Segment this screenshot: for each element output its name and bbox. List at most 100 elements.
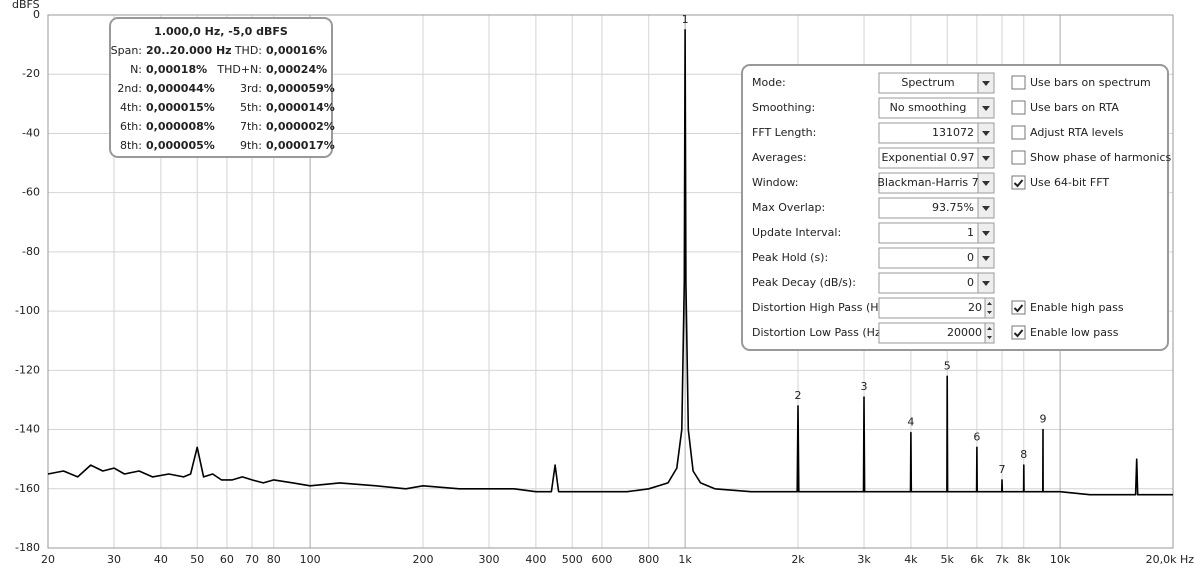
x-tick-label: 50 bbox=[190, 553, 204, 566]
x-tick-label: 8k bbox=[1017, 553, 1031, 566]
field-dropdown[interactable]: 0 bbox=[878, 247, 995, 269]
x-tick-label: 80 bbox=[267, 553, 281, 566]
spinner-button bbox=[984, 322, 995, 344]
field-dropdown[interactable]: Exponential 0.97 bbox=[878, 147, 995, 169]
y-tick-label: -180 bbox=[15, 541, 40, 554]
info-value: 0,000014% bbox=[266, 101, 335, 114]
x-tick-label: 3k bbox=[857, 553, 871, 566]
y-tick-label: -60 bbox=[22, 186, 40, 199]
info-value: 0,000017% bbox=[266, 139, 335, 152]
field-label: Smoothing: bbox=[752, 101, 815, 114]
field-spinner[interactable]: 20000 bbox=[878, 322, 995, 344]
spinner-arrows bbox=[987, 327, 992, 339]
x-tick-label: 800 bbox=[638, 553, 659, 566]
field-dropdown[interactable]: 93.75% bbox=[878, 197, 995, 219]
x-tick-label: 40 bbox=[154, 553, 168, 566]
y-axis-label: dBFS bbox=[12, 0, 40, 11]
field-value: 0 bbox=[967, 276, 974, 289]
info-title: 1.000,0 Hz, -5,0 dBFS bbox=[154, 25, 288, 38]
field-dropdown[interactable]: 1 bbox=[878, 222, 995, 244]
field-dropdown[interactable]: 131072 bbox=[878, 122, 995, 144]
harmonic-label: 8 bbox=[1020, 448, 1027, 461]
field-value: 131072 bbox=[932, 126, 974, 139]
field-label: Max Overlap: bbox=[752, 201, 825, 214]
info-box bbox=[109, 17, 333, 158]
checkbox[interactable]: Use bars on RTA bbox=[1011, 100, 1119, 115]
checkbox-box bbox=[1011, 175, 1026, 190]
harmonic-label: 3 bbox=[861, 380, 868, 393]
spinner-arrows bbox=[987, 302, 992, 314]
field-label: Update Interval: bbox=[752, 226, 841, 239]
dropdown-arrow bbox=[982, 181, 990, 186]
check-mark bbox=[1013, 304, 1024, 313]
info-key: Span: bbox=[111, 44, 142, 57]
checkbox-box bbox=[1011, 300, 1026, 315]
y-tick-label: -80 bbox=[22, 245, 40, 258]
x-tick-label: 1k bbox=[678, 553, 692, 566]
checkbox[interactable]: Enable high pass bbox=[1011, 300, 1124, 315]
info-key: 7th: bbox=[240, 120, 262, 133]
checkbox[interactable]: Adjust RTA levels bbox=[1011, 125, 1124, 140]
x-tick-label: 6k bbox=[970, 553, 984, 566]
checkbox[interactable]: Use 64-bit FFT bbox=[1011, 175, 1109, 190]
checkbox-label: Adjust RTA levels bbox=[1030, 126, 1124, 139]
info-value: 0,000015% bbox=[146, 101, 215, 114]
y-tick-label: -160 bbox=[15, 482, 40, 495]
field-dropdown[interactable]: Blackman-Harris 7 bbox=[877, 172, 995, 194]
checkbox-box bbox=[1011, 150, 1026, 165]
field-dropdown[interactable]: No smoothing bbox=[878, 97, 995, 119]
spinner-button bbox=[984, 297, 995, 319]
field-box bbox=[878, 247, 995, 269]
field-value: Blackman-Harris 7 bbox=[877, 176, 978, 189]
x-tick-label: 70 bbox=[245, 553, 259, 566]
dropdown-arrow bbox=[982, 106, 990, 111]
field-label: Peak Decay (dB/s): bbox=[752, 276, 856, 289]
dropdown-arrow bbox=[982, 81, 990, 86]
info-key: N: bbox=[130, 63, 142, 76]
harmonic-label: 4 bbox=[907, 416, 914, 429]
info-value: 0,00016% bbox=[266, 44, 327, 57]
x-tick-label: 4k bbox=[904, 553, 918, 566]
field-label: Window: bbox=[752, 176, 798, 189]
x-tick-label: 30 bbox=[107, 553, 121, 566]
checkbox[interactable]: Enable low pass bbox=[1011, 325, 1119, 340]
checkbox-label: Enable high pass bbox=[1030, 301, 1124, 314]
info-key: 2nd: bbox=[117, 82, 142, 95]
checkbox-box bbox=[1011, 125, 1026, 140]
plot-frame bbox=[47, 14, 1174, 549]
harmonic-label: 6 bbox=[973, 430, 980, 443]
field-value: 1 bbox=[967, 226, 974, 239]
x-tick-label: 200 bbox=[413, 553, 434, 566]
harmonic-label: 1 bbox=[682, 13, 689, 26]
harmonic-label: 5 bbox=[944, 359, 951, 372]
checkbox-label: Use bars on RTA bbox=[1030, 101, 1119, 114]
info-value: 0,000008% bbox=[146, 120, 215, 133]
field-value: No smoothing bbox=[890, 101, 967, 114]
info-value: 0,000059% bbox=[266, 82, 335, 95]
field-dropdown[interactable]: 0 bbox=[878, 272, 995, 294]
field-label: Averages: bbox=[752, 151, 807, 164]
x-tick-label: 10k bbox=[1050, 553, 1071, 566]
field-dropdown[interactable]: Spectrum bbox=[878, 72, 995, 94]
checkbox[interactable]: Show phase of harmonics bbox=[1011, 150, 1172, 165]
x-tick-label: 500 bbox=[562, 553, 583, 566]
checkbox-box bbox=[1011, 75, 1026, 90]
checkbox-label: Show phase of harmonics bbox=[1030, 151, 1172, 164]
field-label: FFT Length: bbox=[752, 126, 816, 139]
field-label: Peak Hold (s): bbox=[752, 251, 828, 264]
x-tick-label: 600 bbox=[591, 553, 612, 566]
x-tick-label: 400 bbox=[525, 553, 546, 566]
checkbox-label: Enable low pass bbox=[1030, 326, 1119, 339]
dropdown-arrow bbox=[982, 256, 990, 261]
info-value: 0,000005% bbox=[146, 139, 215, 152]
info-key: 8th: bbox=[120, 139, 142, 152]
dropdown-arrow bbox=[982, 131, 990, 136]
check-mark bbox=[1013, 179, 1024, 188]
field-value: 20 bbox=[968, 301, 982, 314]
checkbox[interactable]: Use bars on spectrum bbox=[1011, 75, 1151, 90]
field-spinner[interactable]: 20 bbox=[878, 297, 995, 319]
x-tick-label: 300 bbox=[479, 553, 500, 566]
x-tick-label: 100 bbox=[300, 553, 321, 566]
info-key: 6th: bbox=[120, 120, 142, 133]
info-key: 3rd: bbox=[240, 82, 262, 95]
